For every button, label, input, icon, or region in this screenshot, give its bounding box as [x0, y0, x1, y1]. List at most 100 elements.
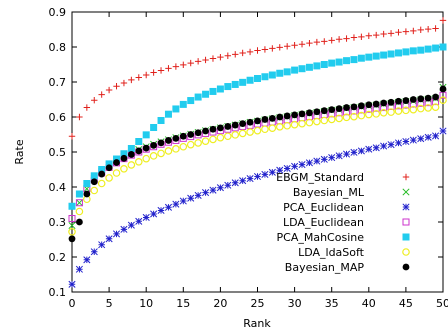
data-point: [350, 103, 358, 111]
data-point: [298, 110, 306, 118]
data-point: [120, 79, 128, 87]
x-tick-label: 45: [399, 297, 413, 310]
data-point: [305, 159, 313, 167]
data-point: [172, 134, 180, 142]
data-point: [253, 126, 262, 135]
data-point: [105, 164, 113, 172]
data-point: [276, 44, 283, 51]
data-point: [387, 50, 395, 58]
data-point: [335, 152, 343, 160]
data-point: [343, 104, 350, 111]
data-point: [194, 93, 202, 101]
data-point: [343, 35, 350, 42]
data-point: [439, 96, 447, 105]
data-point: [68, 133, 76, 140]
data-point: [76, 218, 83, 226]
data-point: [394, 139, 403, 147]
x-tick-label: 35: [325, 297, 339, 310]
data-point: [157, 117, 165, 124]
data-point: [202, 56, 209, 64]
data-point: [209, 55, 217, 62]
data-point: [142, 144, 150, 152]
data-point: [364, 110, 373, 119]
legend-marker: [402, 203, 410, 211]
data-point: [179, 142, 188, 151]
data-point: [261, 125, 269, 134]
plot-frame: [71, 11, 444, 293]
data-point: [239, 120, 247, 128]
data-point: [395, 97, 402, 105]
data-point: [224, 132, 232, 141]
legend-marker: [402, 263, 410, 271]
data-point: [224, 52, 232, 59]
legend-marker: [402, 233, 410, 241]
series-lda-ldasoft: [68, 96, 447, 236]
data-point: [135, 217, 143, 225]
data-point: [187, 59, 194, 67]
data-point: [90, 172, 98, 180]
data-point: [335, 36, 343, 43]
data-point: [142, 154, 151, 163]
data-point: [254, 117, 261, 125]
data-point: [231, 121, 239, 129]
data-point: [313, 108, 321, 116]
data-point: [298, 119, 306, 128]
data-point: [112, 230, 121, 238]
data-point: [209, 186, 217, 194]
legend-label: PCA_Euclidean: [283, 201, 364, 214]
data-point: [417, 95, 425, 103]
data-point: [283, 43, 291, 50]
y-tick-label: 0.9: [49, 6, 67, 19]
data-point: [335, 105, 343, 112]
data-point: [217, 124, 224, 132]
data-point: [68, 228, 76, 236]
legend-marker: [402, 188, 410, 196]
data-point: [328, 154, 336, 162]
data-point: [76, 113, 83, 121]
data-point: [209, 135, 217, 144]
data-point: [231, 179, 239, 187]
data-point: [135, 147, 143, 155]
data-point: [232, 51, 239, 58]
data-point: [283, 112, 291, 120]
data-point: [172, 145, 180, 153]
data-point: [231, 131, 240, 139]
data-point: [335, 58, 343, 66]
data-point: [291, 162, 299, 170]
data-point: [283, 68, 291, 76]
y-axis-label: Rate: [13, 139, 26, 164]
data-point: [365, 32, 372, 39]
data-point: [75, 207, 84, 216]
data-point: [275, 123, 284, 131]
data-point: [350, 148, 358, 156]
data-point: [98, 241, 106, 249]
data-point: [320, 107, 328, 115]
data-point: [365, 53, 373, 61]
data-point: [164, 147, 173, 155]
data-point: [127, 145, 135, 152]
data-point: [105, 174, 113, 182]
data-point: [424, 25, 432, 33]
y-tick-label: 0.6: [49, 111, 67, 124]
data-point: [254, 47, 261, 54]
data-point: [328, 59, 336, 67]
data-point: [432, 44, 440, 52]
data-point: [291, 42, 298, 49]
data-point: [127, 151, 135, 158]
data-point: [75, 265, 83, 273]
data-point: [157, 139, 165, 147]
data-point: [365, 145, 373, 153]
legend-label: LDA_ldaSoft: [298, 246, 365, 259]
data-point: [172, 200, 180, 208]
data-point: [357, 102, 365, 110]
data-point: [283, 121, 291, 130]
data-point: [194, 58, 202, 65]
data-point: [239, 78, 247, 86]
data-point: [216, 184, 224, 192]
data-point: [432, 93, 439, 101]
data-point: [202, 90, 210, 98]
data-point: [409, 47, 417, 55]
data-point: [380, 30, 387, 38]
data-point: [402, 137, 410, 146]
x-tick-label: 30: [288, 297, 302, 310]
